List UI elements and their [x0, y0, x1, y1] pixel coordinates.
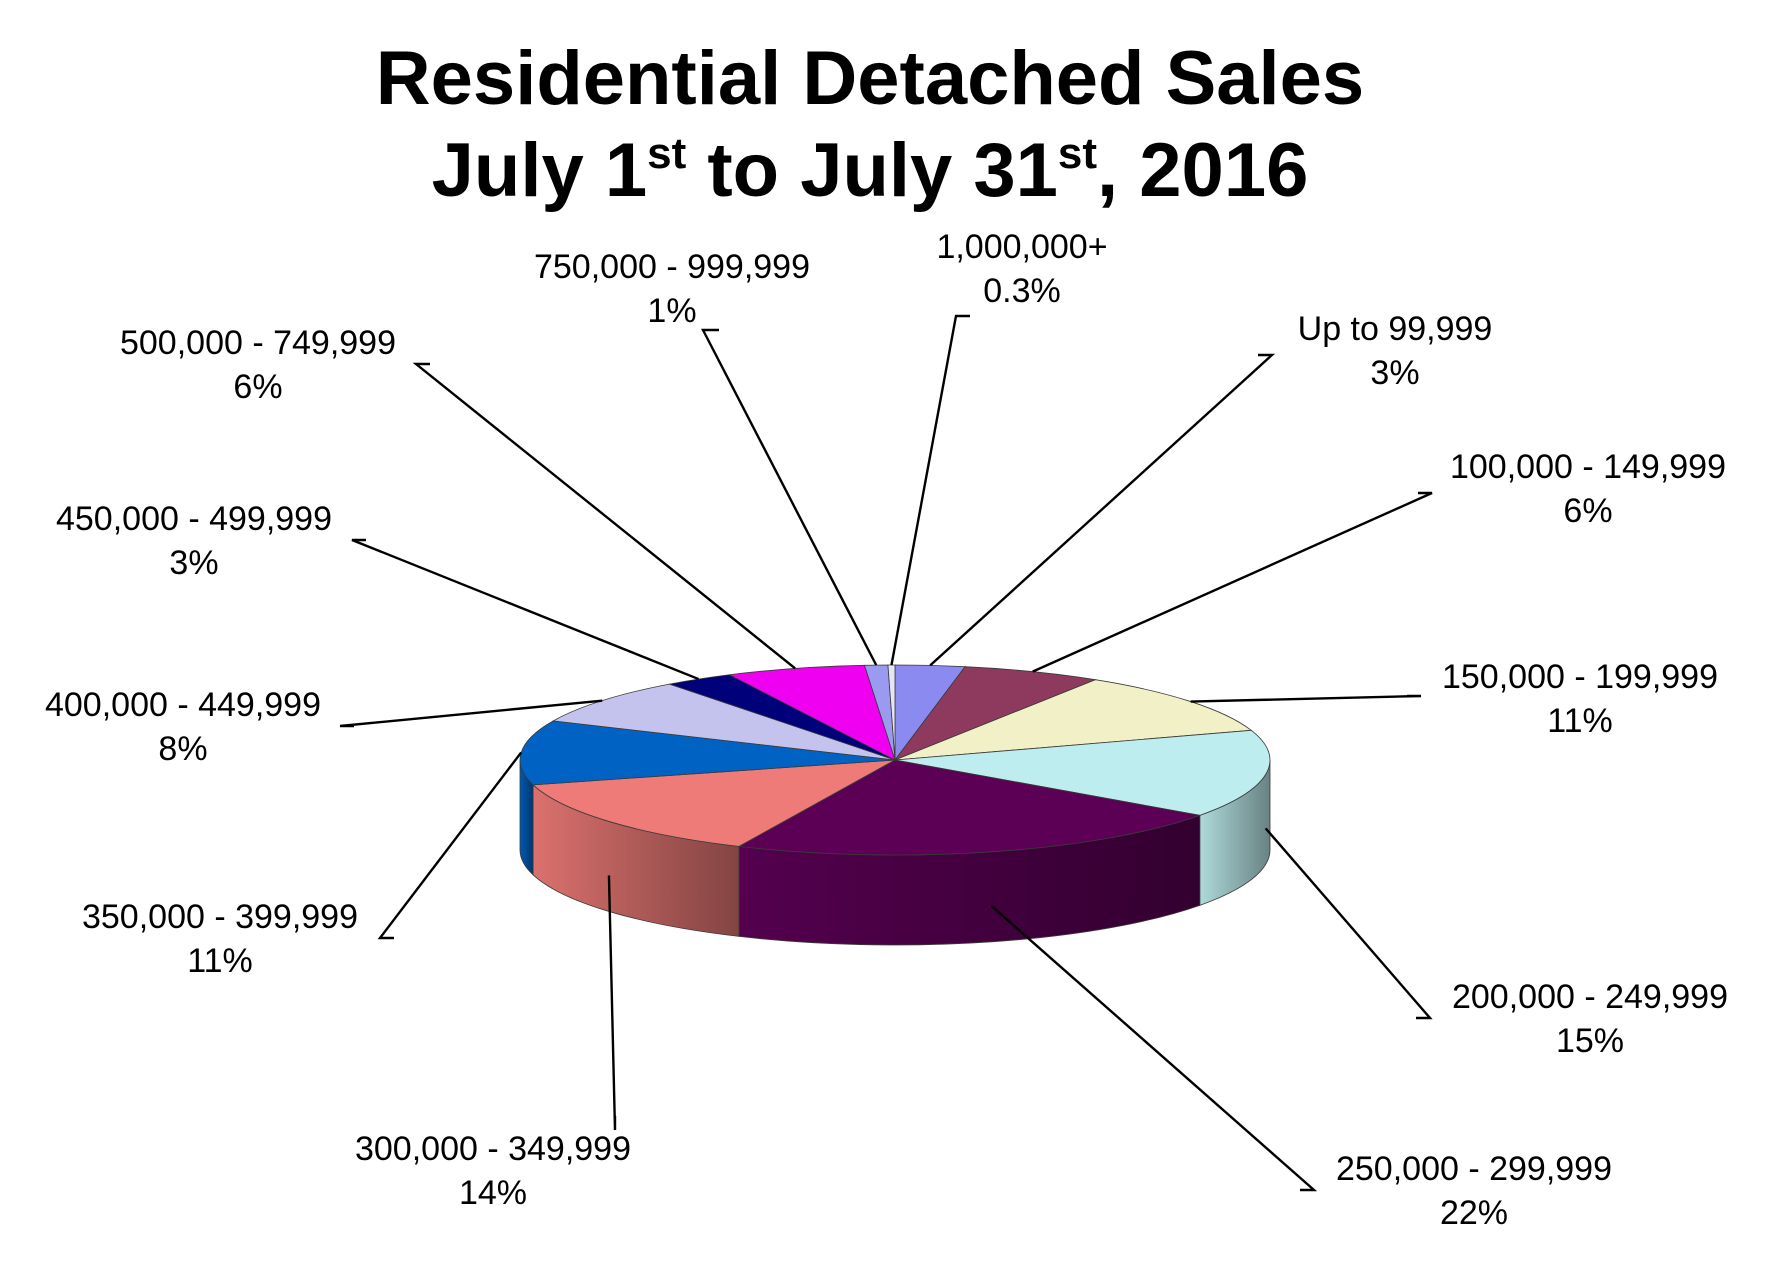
- leader-line: [890, 314, 970, 666]
- pie-slice-top: [887, 664, 896, 761]
- leader-line: [339, 699, 603, 728]
- slice-percent-label: 0.3%: [983, 272, 1061, 310]
- leader-line: [412, 362, 796, 670]
- title-sup-2: st: [1058, 129, 1097, 178]
- slice-percent-label: 6%: [233, 368, 282, 406]
- slice-percent-label: 15%: [1556, 1022, 1624, 1060]
- leader-line: [929, 353, 1276, 667]
- slice-range-label: 400,000 - 449,999: [45, 686, 321, 724]
- leader-line: [990, 904, 1318, 1192]
- slice-range-label: Up to 99,999: [1298, 310, 1493, 348]
- leader-line: [1032, 491, 1433, 673]
- slice-percent-label: 3%: [1370, 354, 1419, 392]
- leader-lines: [339, 314, 1433, 1192]
- chart-title-line2: July 1st to July 31st, 2016: [432, 128, 1309, 213]
- pie-slice-top: [894, 729, 1271, 816]
- slice-range-label: 450,000 - 499,999: [56, 500, 332, 538]
- slice-range-label: 750,000 - 999,999: [534, 248, 810, 286]
- leader-line: [607, 875, 617, 1131]
- title-date-end: , 2016: [1097, 128, 1308, 213]
- slice-range-label: 500,000 - 749,999: [120, 324, 396, 362]
- pie-slice-top: [894, 679, 1253, 761]
- chart-title-line1: Residential Detached Sales: [376, 36, 1364, 121]
- slice-labels: Up to 99,999 3% 100,000 - 149,999 6% 150,000…: [45, 228, 1728, 1232]
- slice-range-label: 350,000 - 399,999: [82, 898, 358, 936]
- slice-percent-label: 11%: [1547, 702, 1613, 740]
- slice-range-label: 200,000 - 249,999: [1452, 978, 1728, 1016]
- slice-percent-label: 3%: [169, 544, 218, 582]
- leader-line: [1264, 827, 1433, 1020]
- leader-line: [701, 328, 878, 666]
- pie-slice-top: [551, 683, 896, 761]
- title-sup-1: st: [647, 129, 686, 178]
- title-date-middle: to July 31: [686, 128, 1058, 213]
- leader-line: [377, 751, 523, 940]
- slice-range-label: 1,000,000+: [936, 228, 1107, 266]
- pie-slice-top: [519, 720, 896, 786]
- slice-percent-label: 1%: [647, 292, 696, 330]
- slice-percent-label: 22%: [1440, 1194, 1508, 1232]
- leader-line: [1190, 694, 1422, 703]
- slice-percent-label: 8%: [158, 730, 207, 768]
- pie-side-walls: [519, 759, 1271, 946]
- slice-percent-label: 6%: [1563, 492, 1612, 530]
- slice-percent-label: 11%: [187, 942, 253, 980]
- pie-slice-top: [728, 664, 896, 761]
- pie-slice-top: [893, 666, 1097, 761]
- title-date-start: July 1: [432, 128, 647, 213]
- pie-slice-top: [532, 759, 896, 847]
- slice-range-label: 300,000 - 349,999: [355, 1130, 631, 1168]
- slice-range-label: 250,000 - 299,999: [1336, 1150, 1612, 1188]
- slice-percent-label: 14%: [459, 1174, 527, 1212]
- slice-range-label: 150,000 - 199,999: [1442, 658, 1718, 696]
- slice-range-label: 100,000 - 149,999: [1450, 448, 1726, 486]
- leader-line: [351, 538, 700, 681]
- pie-slice-top: [737, 759, 1202, 856]
- pie-top-faces: [519, 664, 1271, 856]
